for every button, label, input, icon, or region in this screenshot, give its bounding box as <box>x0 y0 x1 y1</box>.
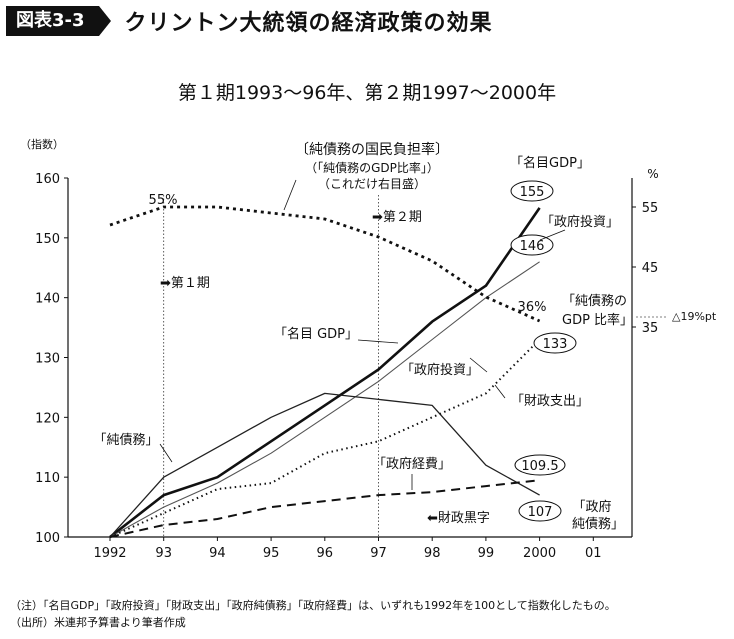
annotation-gdp-mid: 「名目 GDP」 <box>274 326 358 342</box>
annotation-gov-debt-1: 「政府 <box>572 500 611 515</box>
y-axis-label-right: % <box>647 167 658 181</box>
fiscal-surplus-marker: ⬅財政黒字 <box>427 511 490 526</box>
x-tick-label: 1992 <box>93 546 126 561</box>
annotation-ratio-label-2: GDP 比率」 <box>562 312 633 328</box>
series-line-4 <box>109 479 540 538</box>
series-line-3 <box>109 338 541 538</box>
notes: （注）「名目GDP」「政府投資」「財政支出」「政府純債務」「政府経費」は、いずれ… <box>10 597 616 631</box>
value-label-2: 133 <box>543 337 568 352</box>
value-label-36pct: 36% <box>518 300 547 315</box>
value-label-4: 107 <box>528 505 553 520</box>
annotation-net-debt: 「純債務」 <box>93 433 158 448</box>
y-tick-label-left: 160 <box>35 172 60 187</box>
annotation-gov-investment-top: 「政府投資」 <box>541 214 619 230</box>
value-label-circle <box>514 454 566 476</box>
figure-subtitle: 第１期1993〜96年、第２期1997〜2000年 <box>177 82 557 104</box>
annotation-gov-investment-mid: 「政府投資」 <box>401 362 479 378</box>
x-tick-label: 97 <box>370 546 387 561</box>
annotation-leader-line <box>159 443 173 463</box>
annotation-leader-line <box>539 229 566 241</box>
figure-header: 図表3-3 クリントン大統領の経済政策の効果 <box>6 6 493 36</box>
y-tick-label-left: 130 <box>35 352 60 367</box>
annotation-ratio-sub1: （「純債務のGDP比率」） <box>305 160 439 175</box>
x-tick-label: 98 <box>424 546 441 561</box>
value-label-circle <box>533 332 577 354</box>
annotation-fiscal-spending: 「財政支出」 <box>511 394 589 409</box>
x-tick-label: 2000 <box>523 546 556 561</box>
x-tick-label: 96 <box>317 546 334 561</box>
series-line-5 <box>109 205 541 323</box>
y-tick-label-left: 150 <box>35 232 60 247</box>
x-tick-label: 95 <box>263 546 280 561</box>
annotation-ratio-label-1: 「純債務の <box>562 294 627 309</box>
y-axis-label-left: （指数） <box>20 137 64 151</box>
value-label-1: 146 <box>520 239 545 254</box>
x-tick-label: 93 <box>155 546 172 561</box>
value-label-circle <box>518 500 562 522</box>
period-marker-1: ➡第１期 <box>160 276 210 291</box>
annotation-ratio-header: 〔純債務の国民負担率〕 <box>295 141 449 158</box>
x-tick-label: 94 <box>209 546 226 561</box>
annotation-gdp-top: 「名目GDP」 <box>510 155 590 171</box>
figure-badge: 図表3-3 <box>6 6 111 36</box>
y-tick-label-left: 120 <box>35 411 60 426</box>
series-line-2 <box>109 392 540 538</box>
value-label-0: 155 <box>520 185 545 200</box>
y-tick-label-right: 45 <box>642 261 659 276</box>
annotation-leader-line <box>469 357 488 373</box>
value-label-circle <box>510 234 554 256</box>
annotation-gov-cost: 「政府経費」 <box>373 457 451 472</box>
value-label-55pct: 55% <box>149 193 178 208</box>
y-tick-label-left: 100 <box>35 531 60 546</box>
series-line-1 <box>109 261 540 538</box>
annotation-leader-line <box>494 384 506 399</box>
y-tick-label-left: 110 <box>35 471 60 486</box>
annotation-ratio-sub2: （これだけ右目盛） <box>318 176 426 191</box>
annotation-delta: △19%pt <box>672 310 717 323</box>
x-tick-label: 01 <box>585 546 602 561</box>
y-tick-label-right: 55 <box>642 201 659 216</box>
period-marker-2: ➡第２期 <box>372 210 422 225</box>
value-label-circle <box>510 180 554 202</box>
x-tick-label: 99 <box>478 546 495 561</box>
value-label-3: 109.5 <box>521 459 558 474</box>
y-tick-label-right: 35 <box>642 321 659 336</box>
annotation-leader-line <box>357 339 399 344</box>
annotation-leader-line <box>283 179 297 211</box>
annotation-gov-debt-2: 純債務」 <box>572 517 624 532</box>
note-text: （注）「名目GDP」「政府投資」「財政支出」「政府純債務」「政府経費」は、いずれ… <box>10 599 616 612</box>
y-tick-label-left: 140 <box>35 292 60 307</box>
series-line-0 <box>109 207 541 539</box>
figure-title: クリントン大統領の経済政策の効果 <box>124 11 493 36</box>
source-text: （出所）米連邦予算書より筆者作成 <box>10 616 186 629</box>
